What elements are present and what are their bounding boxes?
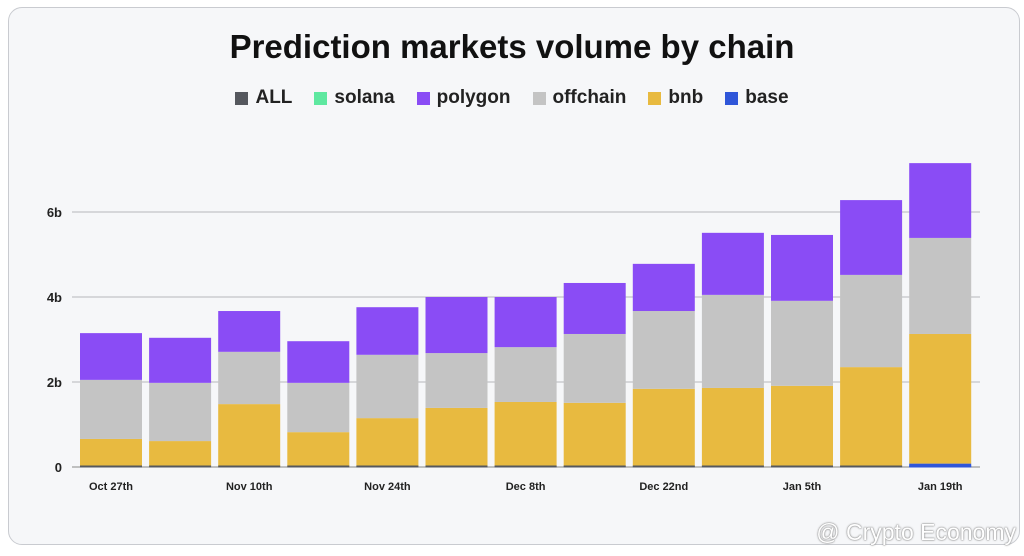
bar-polygon (287, 341, 350, 383)
legend-item-offchain[interactable]: offchain (532, 87, 627, 109)
bar-polygon (494, 297, 557, 348)
bar-baseline (218, 465, 281, 468)
bar-offchain (356, 354, 419, 419)
bar-bnb (425, 407, 488, 467)
bar-offchain (218, 351, 281, 405)
x-tick-label: Oct 27th (89, 481, 133, 493)
bar-polygon (909, 163, 972, 238)
bar-polygon (701, 232, 764, 295)
x-tick-label: Jan 19th (918, 481, 963, 493)
bar-polygon (80, 333, 142, 380)
chart-title: Prediction markets volume by chain (229, 28, 795, 65)
bar-offchain (494, 347, 557, 402)
bar-offchain (287, 382, 350, 433)
bar-bnb (494, 401, 557, 467)
bar-offchain (840, 274, 903, 368)
bar-bnb (909, 333, 972, 464)
legend-label: base (745, 87, 789, 108)
bar-baseline (771, 465, 833, 468)
legend-label: offchain (552, 87, 627, 108)
legend: ALL solana polygon offchain bnb base (0, 87, 1024, 109)
bar-polygon (632, 263, 695, 312)
x-tick-label: Jan 5th (783, 481, 822, 493)
legend-item-ALL[interactable]: ALL (235, 87, 292, 109)
bar-polygon (563, 282, 626, 334)
legend-label: ALL (255, 87, 293, 108)
bar-baseline (149, 465, 212, 468)
bar-offchain (80, 379, 142, 439)
legend-swatch (532, 91, 546, 105)
y-tick-label: 4b (47, 290, 62, 305)
bar-offchain (909, 237, 972, 334)
x-tick-label: Dec 8th (506, 481, 546, 493)
bar-bnb (218, 404, 281, 467)
x-tick-label: Dec 22nd (639, 481, 688, 493)
bar-bnb (563, 402, 626, 467)
bar-polygon (218, 311, 281, 352)
y-tick-label: 2b (47, 375, 62, 390)
bar-bnb (840, 367, 903, 466)
watermark: @ Crypto Economy (816, 519, 1016, 545)
bar-offchain (149, 382, 212, 442)
legend-swatch (314, 91, 328, 105)
bar-offchain (632, 311, 695, 389)
bar-baseline (632, 465, 695, 468)
bar-polygon (840, 200, 903, 275)
bar-polygon (771, 234, 833, 301)
bar-offchain (563, 333, 626, 403)
bar-polygon (425, 297, 488, 354)
bar-bnb (356, 418, 419, 467)
bar-baseline (701, 465, 764, 468)
bar-baseline (840, 465, 903, 468)
bar-baseline (80, 465, 142, 468)
bar-baseline (494, 465, 557, 468)
bar-offchain (425, 353, 488, 408)
bar-baseline (563, 465, 626, 468)
bar-baseline (356, 465, 419, 468)
legend-label: solana (334, 87, 395, 108)
bar-offchain (771, 300, 833, 386)
bar-bnb (701, 387, 764, 467)
bar-base (909, 463, 972, 467)
bar-bnb (149, 441, 212, 467)
bar-polygon (356, 307, 419, 355)
legend-label: polygon (436, 87, 511, 108)
bar-offchain (701, 294, 764, 388)
legend-swatch (725, 91, 739, 105)
legend-item-bnb[interactable]: bnb (648, 87, 703, 109)
legend-swatch (416, 91, 430, 105)
legend-item-polygon[interactable]: polygon (416, 87, 511, 109)
bar-bnb (632, 388, 695, 467)
legend-swatch (235, 91, 249, 105)
y-tick-label: 0 (55, 460, 62, 475)
x-tick-label: Nov 24th (364, 481, 411, 493)
legend-item-solana[interactable]: solana (314, 87, 395, 109)
bar-baseline (287, 465, 350, 468)
bar-bnb (287, 432, 350, 467)
y-tick-label: 6b (47, 205, 62, 220)
legend-item-base[interactable]: base (725, 87, 789, 109)
x-tick-label: Nov 10th (226, 481, 273, 493)
legend-label: bnb (668, 87, 704, 108)
bar-polygon (149, 337, 212, 383)
bar-bnb (80, 438, 142, 467)
legend-swatch (648, 91, 662, 105)
bar-baseline (909, 465, 972, 468)
bar-bnb (771, 385, 833, 467)
bar-baseline (425, 465, 488, 468)
